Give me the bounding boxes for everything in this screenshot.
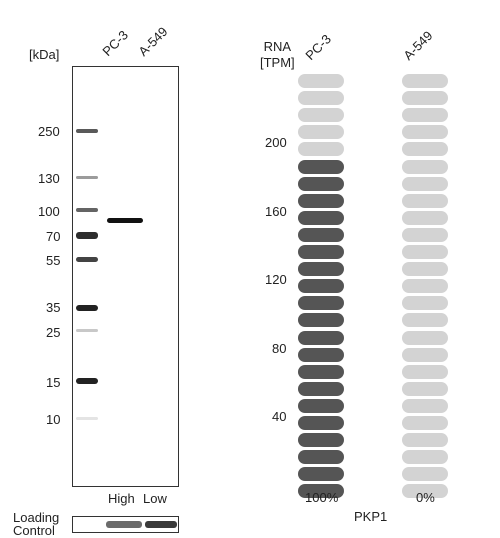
a549-percent: 0% xyxy=(416,490,435,505)
tpm-tick: 120 xyxy=(265,272,287,287)
rna-bar-segment-pc3 xyxy=(298,193,344,208)
rna-bar-segment-a549 xyxy=(402,347,448,362)
rna-bar-segment-pc3 xyxy=(298,364,344,379)
rna-bar-segment-a549 xyxy=(402,210,448,225)
rna-bar-segment-a549 xyxy=(402,364,448,379)
rna-bar-segment-pc3 xyxy=(298,227,344,242)
rna-bar-segment-a549 xyxy=(402,313,448,328)
pc3-protein-band xyxy=(107,218,143,223)
rna-bar-segment-pc3 xyxy=(298,91,344,106)
loading-control-band-a549 xyxy=(145,521,177,528)
rna-bar-segment-a549 xyxy=(402,142,448,157)
rna-bar-segment-pc3 xyxy=(298,125,344,140)
ladder-band xyxy=(76,232,98,239)
rna-bar-segment-a549 xyxy=(402,74,448,88)
rna-bar-segment-a549 xyxy=(402,433,448,448)
rna-bar-segment-pc3 xyxy=(298,484,344,499)
rna-bar-segment-pc3 xyxy=(298,330,344,345)
marker-label: 55 xyxy=(46,253,61,268)
rna-bar-segment-a549 xyxy=(402,296,448,311)
rna-column-pc3 xyxy=(298,74,344,499)
marker-label: 130 xyxy=(38,171,60,186)
rna-bar-segment-a549 xyxy=(402,381,448,396)
rna-bar-segment-pc3 xyxy=(298,398,344,413)
high-label: High xyxy=(108,491,135,506)
loading-control-line1: Loading xyxy=(13,510,60,525)
loading-control-line2: Control xyxy=(13,523,55,538)
rna-bar-segment-a549 xyxy=(402,279,448,294)
rna-header-line2: [TPM] xyxy=(260,55,295,70)
tpm-tick: 40 xyxy=(272,409,287,424)
loading-control-band-pc3 xyxy=(106,521,142,528)
rna-bar-segment-pc3 xyxy=(298,176,344,191)
rna-bar-segment-pc3 xyxy=(298,245,344,259)
rna-bar-segment-a549 xyxy=(402,91,448,106)
marker-label: 70 xyxy=(46,229,61,244)
rna-bar-segment-pc3 xyxy=(298,313,344,328)
rna-bar-segment-pc3 xyxy=(298,210,344,225)
rna-bar-segment-pc3 xyxy=(298,416,344,430)
pc3-percent: 100% xyxy=(305,490,339,505)
marker-label: 250 xyxy=(38,124,60,139)
rna-column-a549 xyxy=(402,74,448,499)
rna-bar-segment-pc3 xyxy=(298,159,344,174)
western-blot-panel xyxy=(72,66,179,487)
ladder-band xyxy=(76,305,98,311)
blot-lane-label-pc3: PC-3 xyxy=(99,27,131,59)
marker-label: 100 xyxy=(38,204,60,219)
ladder-band xyxy=(76,176,98,179)
rna-bar-segment-a549 xyxy=(402,262,448,277)
rna-bar-segment-pc3 xyxy=(298,74,344,88)
rna-bar-segment-a549 xyxy=(402,398,448,413)
blot-lane-label-a549: A-549 xyxy=(135,23,171,59)
rna-bar-segment-pc3 xyxy=(298,347,344,362)
tpm-tick: 160 xyxy=(265,204,287,219)
rna-header: RNA [TPM] xyxy=(260,39,295,71)
rna-bar-segment-pc3 xyxy=(298,450,344,465)
low-label: Low xyxy=(143,491,167,506)
rna-bar-segment-a549 xyxy=(402,416,448,430)
marker-label: 10 xyxy=(46,412,61,427)
rna-bar-segment-a549 xyxy=(402,467,448,482)
marker-label: 35 xyxy=(46,300,61,315)
rna-bar-segment-pc3 xyxy=(298,262,344,277)
ladder-band xyxy=(76,417,98,420)
rna-bar-segment-a549 xyxy=(402,450,448,465)
rna-lane-label-pc3: PC-3 xyxy=(302,31,334,63)
ladder-band xyxy=(76,257,98,262)
marker-label: 15 xyxy=(46,375,61,390)
gene-name: PKP1 xyxy=(354,509,388,524)
tpm-tick: 200 xyxy=(265,135,287,150)
kda-label: [kDa] xyxy=(29,47,60,62)
rna-bar-segment-a549 xyxy=(402,176,448,191)
rna-bar-segment-pc3 xyxy=(298,296,344,311)
rna-bar-segment-pc3 xyxy=(298,279,344,294)
rna-bar-segment-pc3 xyxy=(298,142,344,157)
rna-bar-segment-pc3 xyxy=(298,433,344,448)
marker-label: 25 xyxy=(46,325,61,340)
rna-bar-segment-a549 xyxy=(402,159,448,174)
rna-bar-segment-a549 xyxy=(402,125,448,140)
rna-lane-label-a549: A-549 xyxy=(400,27,436,63)
rna-bar-segment-pc3 xyxy=(298,381,344,396)
loading-control-label: Loading Control xyxy=(13,511,59,537)
ladder-band xyxy=(76,208,98,212)
rna-bar-segment-a549 xyxy=(402,108,448,123)
rna-bar-segment-a549 xyxy=(402,484,448,499)
ladder-band xyxy=(76,129,98,133)
rna-bar-segment-a549 xyxy=(402,193,448,208)
loading-control-panel xyxy=(72,516,179,533)
rna-bar-segment-a549 xyxy=(402,330,448,345)
rna-bar-segment-a549 xyxy=(402,245,448,259)
rna-bar-segment-pc3 xyxy=(298,108,344,123)
tpm-tick: 80 xyxy=(272,341,287,356)
rna-bar-segment-pc3 xyxy=(298,467,344,482)
ladder-band xyxy=(76,329,98,332)
rna-header-line1: RNA xyxy=(263,39,292,54)
ladder-band xyxy=(76,378,98,384)
rna-bar-segment-a549 xyxy=(402,227,448,242)
